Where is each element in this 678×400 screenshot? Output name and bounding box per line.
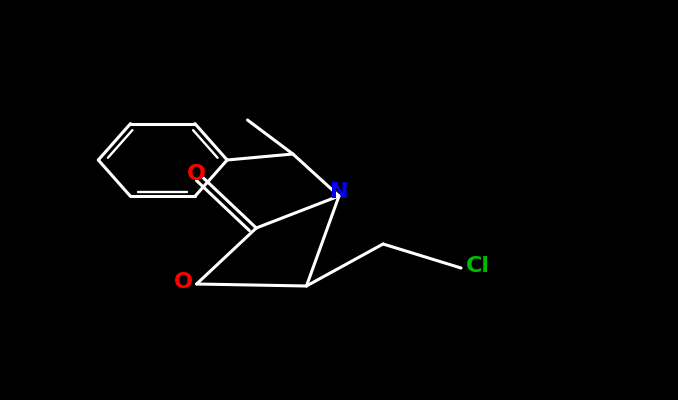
Text: O: O bbox=[174, 272, 193, 292]
Text: O: O bbox=[187, 164, 206, 184]
Text: Cl: Cl bbox=[466, 256, 490, 276]
Text: N: N bbox=[330, 182, 348, 202]
